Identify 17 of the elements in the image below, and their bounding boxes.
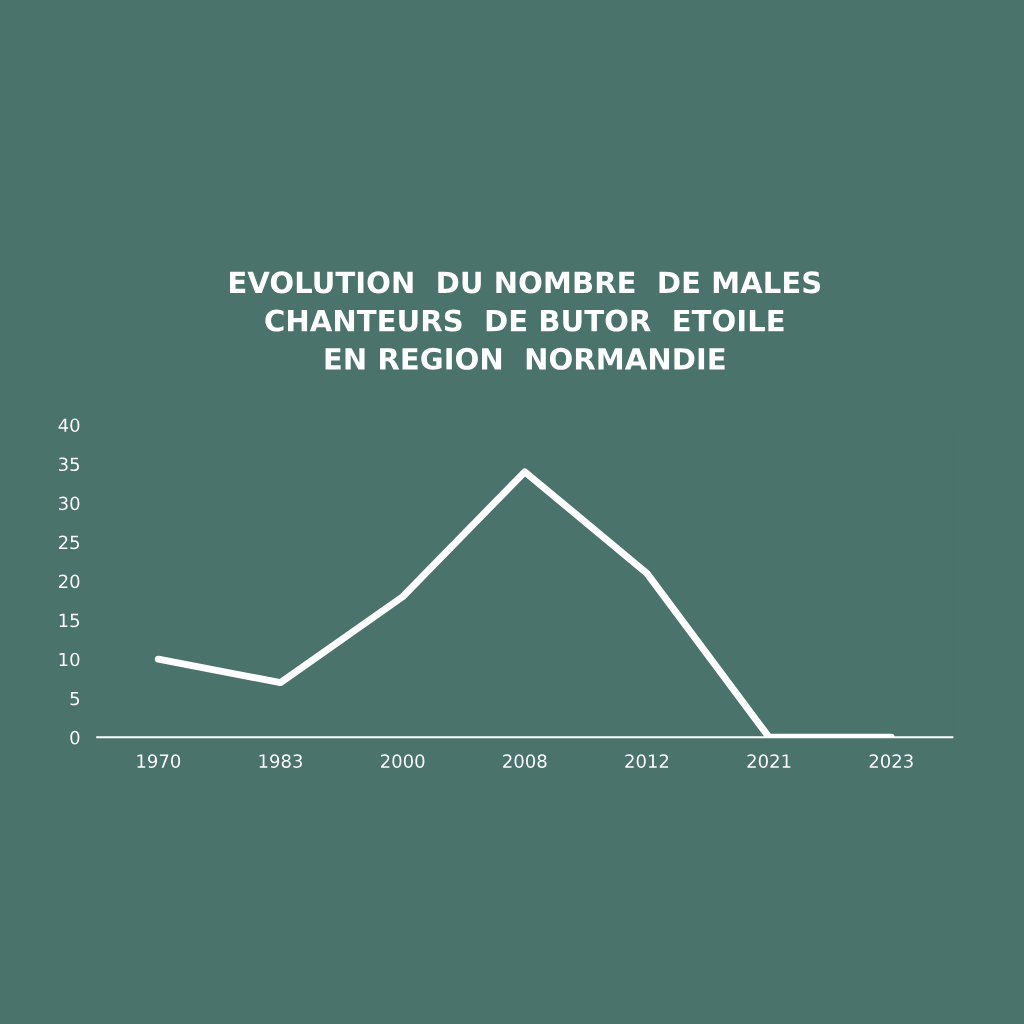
x-tick-label: 2021 bbox=[747, 754, 791, 768]
y-tick-label: 25 bbox=[58, 535, 80, 550]
x-tick-label: 2008 bbox=[503, 754, 547, 768]
x-tick-label: 1983 bbox=[259, 754, 303, 768]
x-tick-label: 1970 bbox=[137, 754, 181, 768]
chart-title: EVOLUTION DU NOMBRE DE MALES CHANTEURS DE BUTOR ETOILE EN REGION NORMANDIE bbox=[230, 271, 821, 370]
y-tick-label: 30 bbox=[59, 496, 80, 511]
y-tick-label: 0 bbox=[70, 730, 80, 745]
x-tick-label: 2023 bbox=[869, 754, 913, 768]
y-tick-label: 20 bbox=[58, 574, 80, 589]
x-tick-label: 2000 bbox=[381, 754, 425, 768]
y-tick-label: 35 bbox=[59, 457, 80, 472]
x-tick-label: 2012 bbox=[625, 754, 669, 768]
y-tick-label: 5 bbox=[70, 691, 80, 706]
y-tick-label: 15 bbox=[59, 613, 80, 628]
y-tick-label: 10 bbox=[59, 652, 80, 667]
y-tick-label: 40 bbox=[58, 418, 80, 433]
